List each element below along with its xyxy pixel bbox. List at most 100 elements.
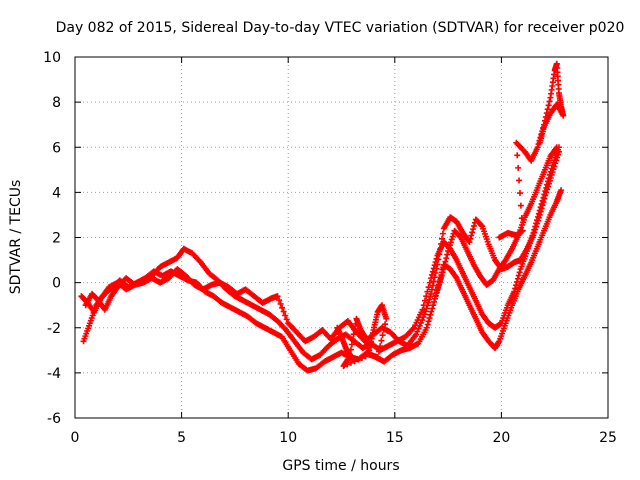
data-point: [547, 174, 554, 181]
series-track-5: [496, 60, 567, 241]
data-point: [355, 356, 362, 363]
data-point: [276, 297, 283, 304]
data-point: [433, 290, 440, 297]
data-point: [362, 353, 369, 360]
data-point: [544, 183, 551, 190]
y-tick-label: 2: [52, 231, 61, 247]
data-point: [552, 160, 559, 167]
data-point: [447, 239, 454, 246]
data-point: [516, 269, 523, 276]
data-point: [416, 322, 423, 329]
data-point: [470, 222, 477, 229]
data-point: [516, 177, 523, 184]
data-point: [553, 157, 560, 164]
data-point: [430, 278, 437, 285]
data-point: [280, 308, 287, 315]
data-point: [423, 305, 430, 312]
data-point: [541, 195, 548, 202]
data-point: [426, 315, 433, 322]
data-point: [435, 281, 442, 288]
data-point: [514, 275, 521, 282]
data-point: [549, 169, 556, 176]
x-tick-label: 15: [386, 430, 404, 446]
data-point: [442, 258, 449, 265]
data-point: [533, 223, 540, 230]
y-tick-label: -2: [47, 321, 61, 337]
data-point: [351, 358, 358, 365]
data-point: [430, 302, 437, 309]
data-points-layer: [78, 60, 567, 374]
data-point: [446, 242, 453, 249]
data-point: [428, 290, 435, 297]
data-point: [554, 154, 561, 161]
data-point: [545, 102, 552, 109]
data-point: [513, 278, 520, 285]
data-point: [424, 321, 431, 328]
data-point: [553, 144, 560, 151]
data-point: [428, 308, 435, 315]
y-tick-label: -4: [47, 366, 61, 382]
data-point: [383, 315, 390, 322]
data-point: [435, 284, 442, 291]
data-point: [423, 324, 430, 331]
data-point: [449, 233, 456, 240]
data-point: [434, 261, 441, 268]
data-point: [375, 348, 382, 355]
data-point: [511, 288, 518, 295]
data-point: [351, 326, 358, 333]
data-point: [429, 305, 436, 312]
data-point: [512, 285, 519, 292]
data-point: [425, 284, 432, 291]
data-point: [545, 180, 552, 187]
data-point: [534, 217, 541, 224]
data-point: [439, 230, 446, 237]
data-point: [380, 326, 387, 333]
data-point: [366, 351, 373, 358]
data-point: [513, 282, 520, 289]
data-point: [419, 306, 426, 313]
data-point: [417, 319, 424, 326]
data-point: [378, 337, 385, 344]
x-tick-label: 20: [492, 430, 510, 446]
data-point: [538, 205, 545, 212]
data-point: [514, 152, 521, 159]
data-point: [433, 265, 440, 272]
data-point: [379, 332, 386, 339]
data-point: [546, 177, 553, 184]
data-point: [428, 275, 435, 282]
data-point: [421, 311, 428, 318]
data-point: [444, 251, 451, 258]
data-point: [347, 351, 354, 358]
y-tick-label: 4: [52, 185, 61, 201]
data-point: [438, 272, 445, 279]
data-point: [431, 298, 438, 305]
grid-layer: [75, 57, 608, 418]
data-point: [437, 246, 444, 253]
data-point: [382, 321, 389, 328]
data-point: [441, 262, 448, 269]
x-axis-label: GPS time / hours: [282, 458, 399, 474]
data-point: [445, 248, 452, 255]
data-point: [429, 282, 436, 289]
data-point: [439, 235, 446, 242]
y-tick-label: 8: [52, 95, 61, 111]
data-point: [466, 239, 473, 246]
data-point: [536, 139, 543, 146]
data-point: [274, 293, 281, 300]
data-point: [437, 275, 444, 282]
data-point: [421, 297, 428, 304]
data-point: [283, 316, 290, 323]
data-point: [344, 356, 351, 363]
data-point: [432, 293, 439, 300]
data-point: [426, 279, 433, 286]
data-point: [440, 265, 447, 272]
data-point: [542, 192, 549, 199]
data-point: [438, 240, 445, 247]
data-point: [436, 251, 443, 258]
data-point: [519, 227, 526, 234]
data-point: [536, 211, 543, 218]
data-point: [539, 202, 546, 209]
data-point: [551, 163, 558, 170]
data-point: [432, 269, 439, 276]
